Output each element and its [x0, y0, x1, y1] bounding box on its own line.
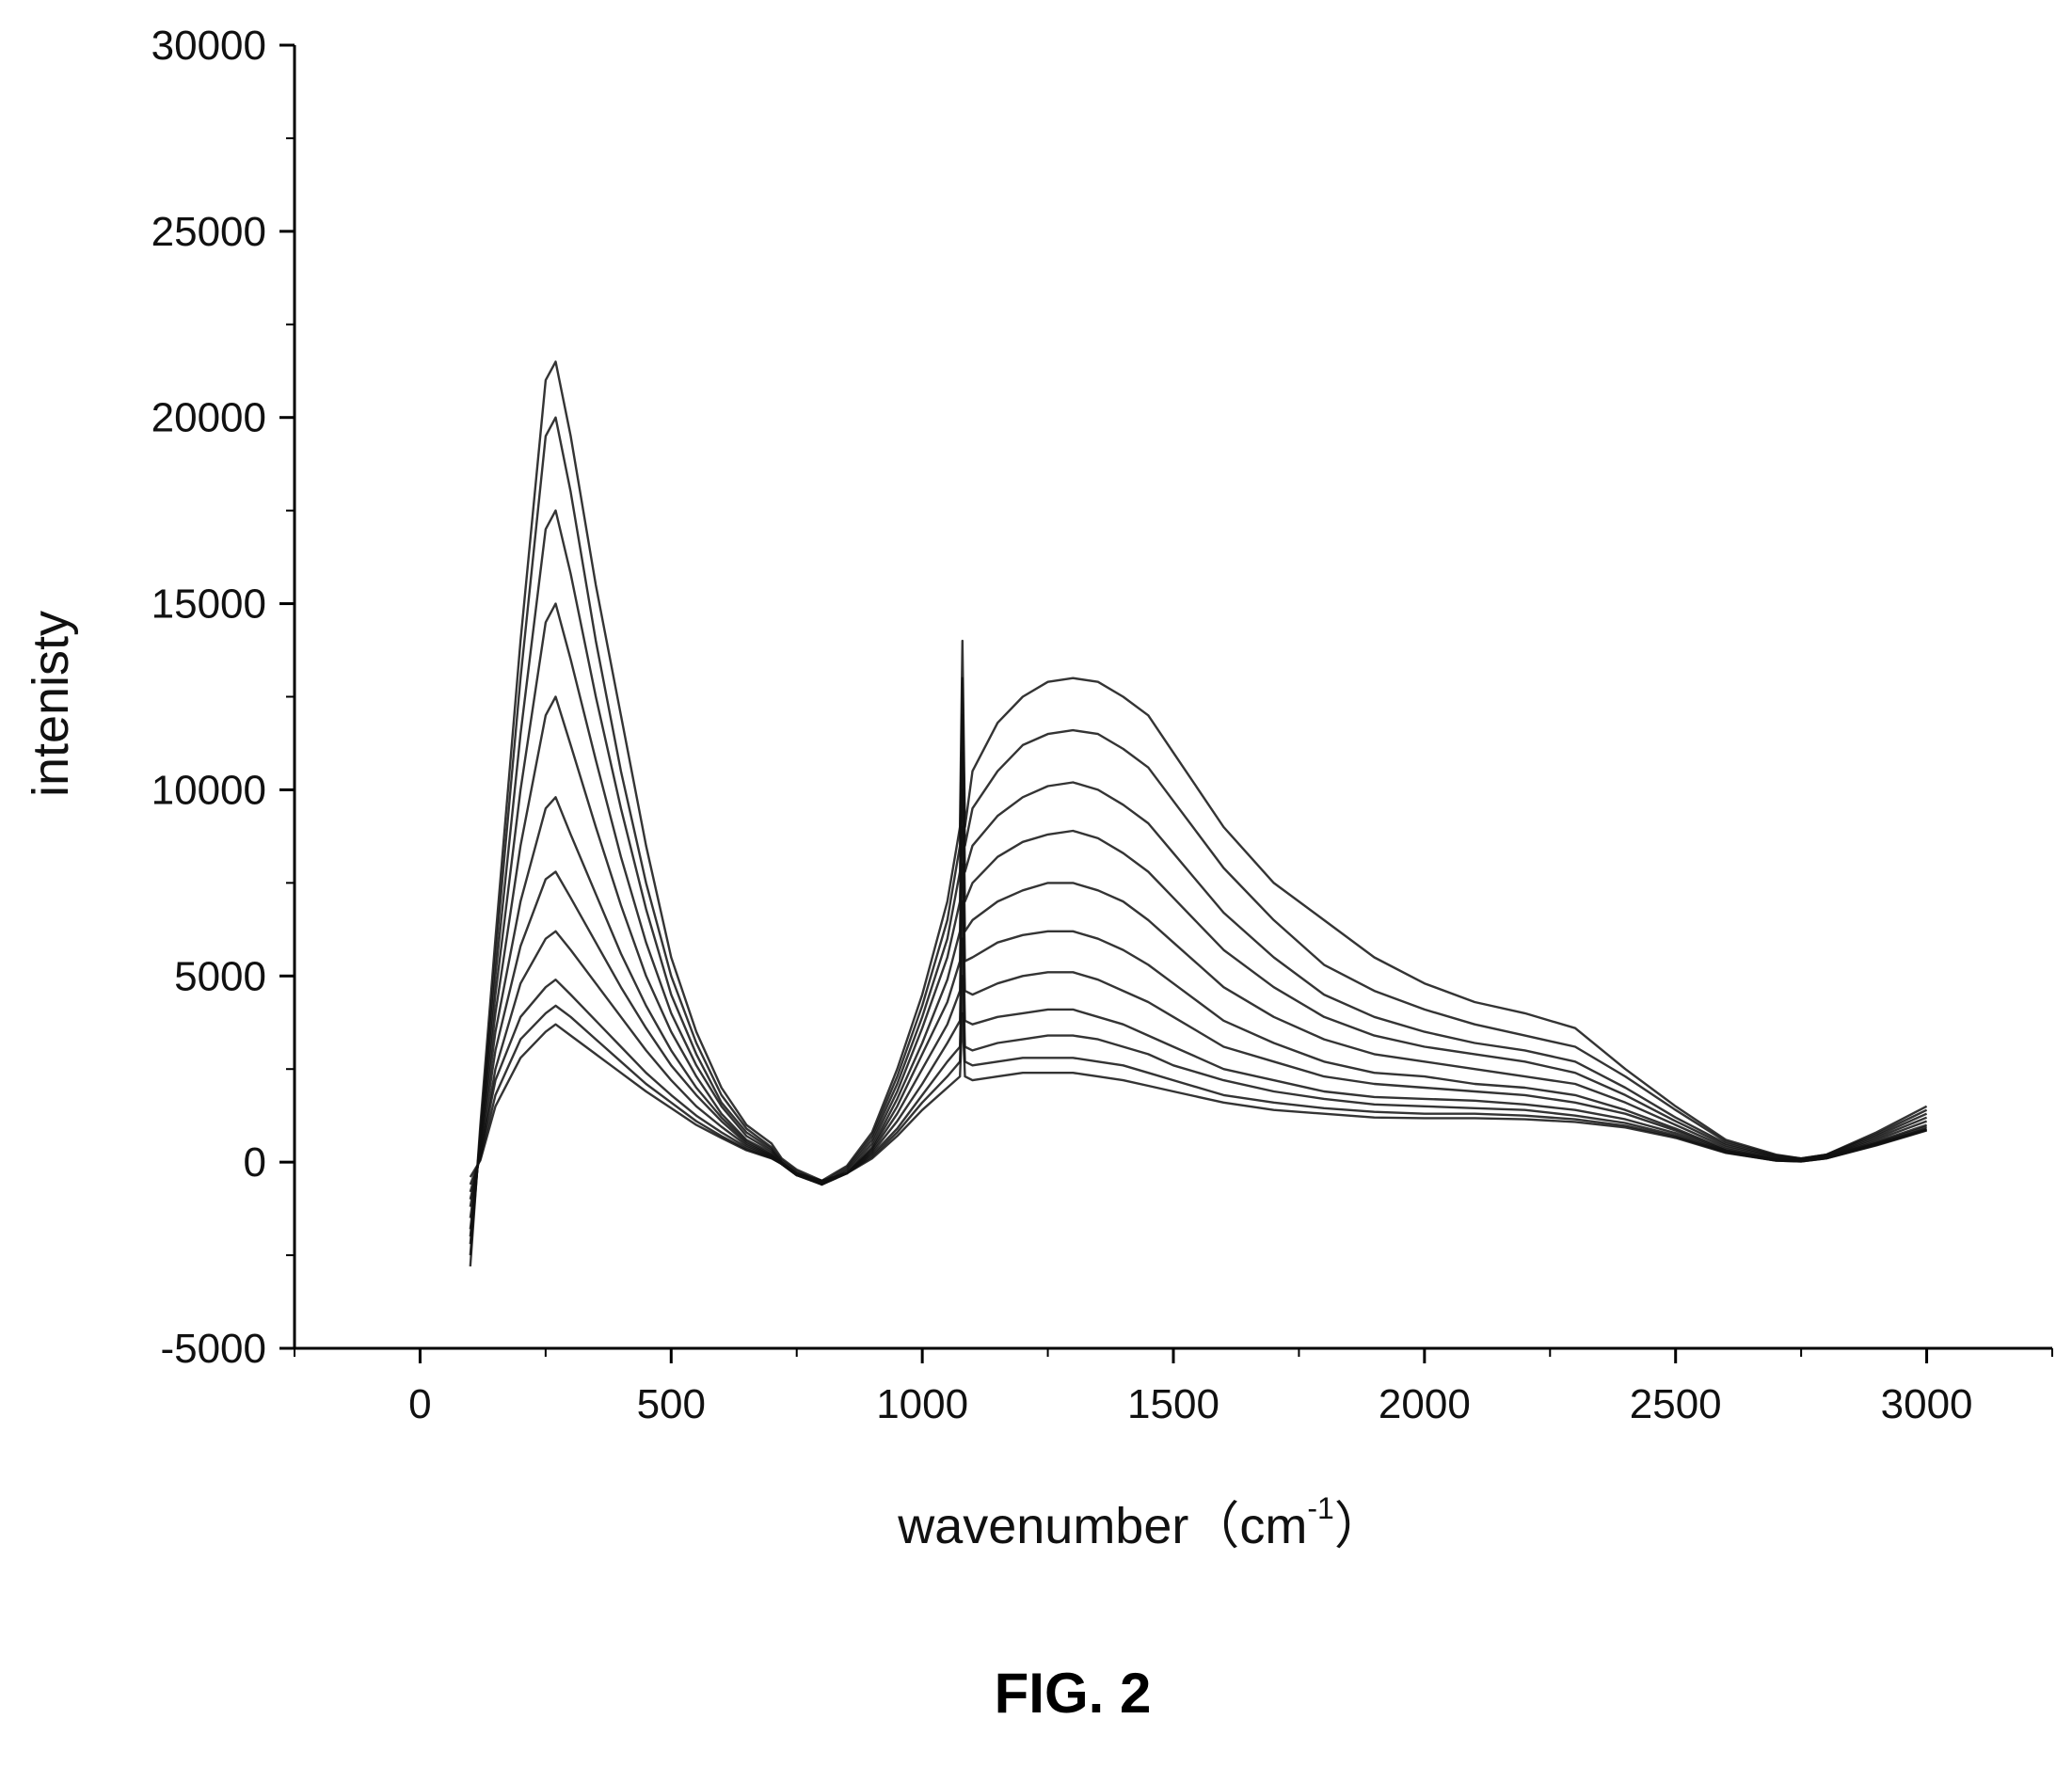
figure-caption: FIG. 2 — [995, 1662, 1152, 1725]
series-line-3 — [469, 509, 1928, 1245]
series-line-4 — [469, 602, 1928, 1237]
y-tick-label--5000: -5000 — [160, 1326, 266, 1372]
series-line-1 — [469, 360, 1928, 1266]
series-line-9 — [469, 937, 1927, 1193]
ticks — [279, 43, 2053, 1363]
y-axis-title: intenisty — [23, 611, 79, 797]
x-axis-title-close: ） — [1334, 1498, 1385, 1554]
series-line-11 — [469, 1011, 1927, 1183]
series-line-7 — [469, 863, 1927, 1207]
x-axis-title: wavenumber（cm-1） — [897, 1491, 1385, 1554]
y-tick-label-10000: 10000 — [151, 767, 266, 813]
series-line-5 — [469, 695, 1928, 1230]
y-tick-label-20000: 20000 — [151, 395, 266, 441]
axes — [293, 45, 2052, 1350]
y-tick-label-0: 0 — [244, 1139, 266, 1186]
y-tick-label-30000: 30000 — [151, 23, 266, 69]
series-line-6 — [469, 796, 1927, 1218]
x-tick-label-1000: 1000 — [876, 1381, 968, 1427]
series-line-8 — [469, 899, 1927, 1200]
x-tick-label-2000: 2000 — [1379, 1381, 1471, 1427]
series-layer — [469, 360, 1928, 1266]
x-tick-label-3000: 3000 — [1881, 1381, 1973, 1427]
series-line-10 — [469, 975, 1927, 1186]
y-tick-label-5000: 5000 — [174, 953, 266, 999]
x-tick-label-2500: 2500 — [1630, 1381, 1722, 1427]
x-axis-title-main: wavenumber（cm — [897, 1498, 1307, 1554]
series-line-2 — [469, 416, 1928, 1256]
x-tick-label-1500: 1500 — [1127, 1381, 1219, 1427]
x-axis-title-superscript: -1 — [1307, 1491, 1333, 1525]
x-tick-label-500: 500 — [637, 1381, 706, 1427]
x-tick-label-0: 0 — [408, 1381, 431, 1427]
y-tick-label-15000: 15000 — [151, 581, 266, 628]
tick-labels: 0 500 1000 1500 2000 2500 3000 -5000 0 5000 10000 1… — [151, 23, 1973, 1427]
y-tick-label-25000: 25000 — [151, 209, 266, 255]
